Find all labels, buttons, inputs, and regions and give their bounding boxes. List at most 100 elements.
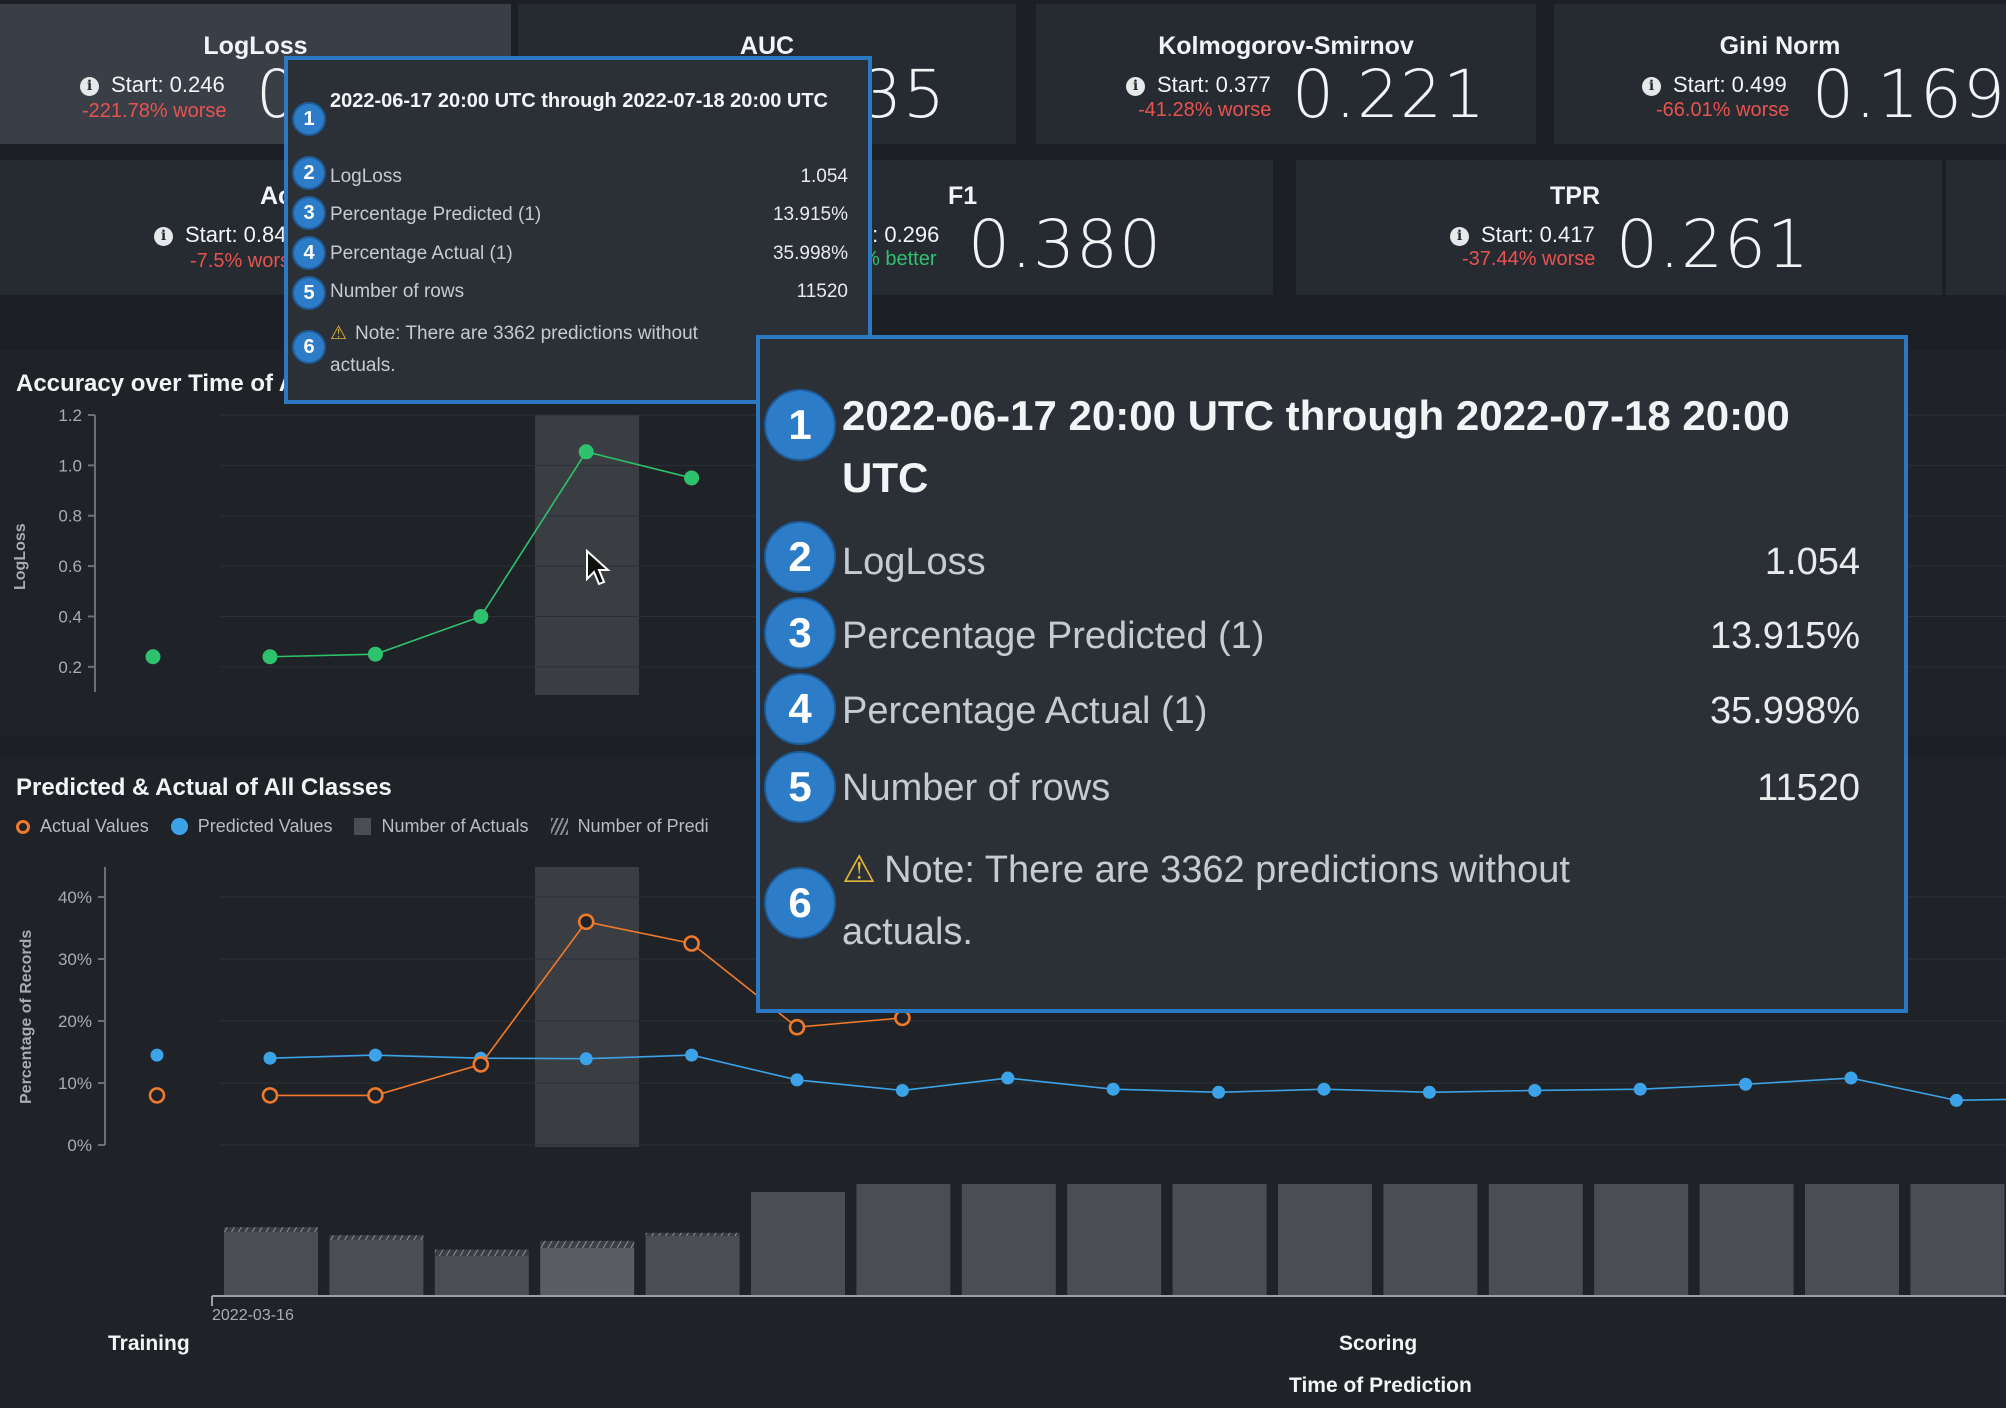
x-start-date: 2022-03-16 bbox=[212, 1307, 294, 1324]
number-actuals-bar bbox=[1910, 1184, 2005, 1296]
predicted-point bbox=[895, 1083, 909, 1097]
badge-2: 2 bbox=[292, 156, 326, 190]
predicted-point bbox=[1528, 1083, 1542, 1097]
number-actuals-bar bbox=[434, 1256, 529, 1296]
predicted-y-tick-label: 20% bbox=[58, 1012, 92, 1031]
predicted-point bbox=[1949, 1093, 1963, 1107]
number-actuals-bar bbox=[1594, 1184, 1689, 1296]
actual-point bbox=[788, 1018, 806, 1036]
metric-card-gini[interactable]: Gini Norm i Start: 0.499 -66.01% worse 0.… bbox=[1554, 4, 2006, 144]
number-actuals-bar bbox=[1805, 1184, 1899, 1296]
info-icon[interactable]: i bbox=[1642, 77, 1661, 96]
actual-point bbox=[683, 935, 700, 952]
predicted-point bbox=[1106, 1082, 1120, 1096]
predicted-point bbox=[685, 1048, 699, 1062]
actual-point bbox=[894, 1009, 911, 1027]
tooltip-zoomed-value-pct-actual: 35.998% bbox=[1709, 690, 1860, 732]
accuracy-y-tick-label: 1.0 bbox=[58, 456, 82, 475]
badge-1: 1 bbox=[292, 102, 326, 136]
tooltip-zoomed-label-pct-predicted: Percentage Predicted (1) bbox=[842, 615, 1265, 657]
predicted-y-tick-label: 30% bbox=[58, 950, 92, 969]
number-actuals-bar bbox=[329, 1240, 424, 1296]
tooltip-value-pct-actual: 35.998% bbox=[772, 243, 848, 264]
metric-value: 0.221 bbox=[1292, 56, 1486, 133]
accuracy-training-point bbox=[145, 649, 161, 665]
actual-training-point bbox=[148, 1087, 166, 1104]
metric-card-ks[interactable]: Kolmogorov-Smirnov i Start: 0.377 -41.28%… bbox=[1036, 4, 1536, 144]
mouse-cursor-icon bbox=[586, 549, 611, 586]
legend-predicted[interactable]: Predicted Values bbox=[170, 816, 332, 837]
info-icon[interactable]: i bbox=[80, 77, 99, 96]
metric-start: i Start: 0.499 bbox=[1642, 72, 1787, 98]
metric-card-partial[interactable] bbox=[1946, 160, 2006, 295]
predicted-point bbox=[1212, 1085, 1226, 1099]
number-actuals-bar bbox=[1278, 1184, 1372, 1296]
accuracy-point bbox=[367, 646, 383, 662]
actual-point bbox=[367, 1087, 384, 1104]
metric-value: 0.169 bbox=[1812, 56, 2006, 133]
metric-delta: -41.28% worse bbox=[1138, 99, 1272, 121]
legend-number-predicted[interactable]: Number of Predi bbox=[550, 816, 709, 837]
number-actuals-bar bbox=[856, 1184, 951, 1296]
predicted-point bbox=[1001, 1071, 1015, 1085]
tooltip-small: 2022-06-17 20:00 UTC through 2022-07-18 … bbox=[284, 56, 872, 404]
tooltip-zoomed-note: ⚠ Note: There are 3362 predictions withou… bbox=[842, 839, 1642, 963]
warning-icon: ⚠ bbox=[842, 849, 877, 891]
accuracy-y-tick-label: 0.8 bbox=[58, 507, 82, 526]
metric-card-tpr[interactable]: TPR i Start: 0.417 -37.44% worse 0.261 bbox=[1296, 160, 1942, 295]
number-predicted-bar bbox=[540, 1240, 635, 1248]
metric-title: AUC bbox=[739, 32, 795, 60]
info-icon[interactable]: i bbox=[1126, 77, 1145, 96]
predicted-line bbox=[269, 1054, 2006, 1102]
tooltip-zoomed-label-logloss: LogLoss bbox=[842, 541, 986, 583]
tooltip-heading: 2022-06-17 20:00 UTC through 2022-07-18 … bbox=[330, 90, 828, 112]
predicted-point bbox=[1422, 1085, 1436, 1099]
metric-start: t: 0.296 bbox=[866, 222, 940, 247]
predicted-y-tick-label: 0% bbox=[67, 1136, 92, 1155]
metric-title: LogLoss bbox=[203, 32, 308, 60]
badge-1: 1 bbox=[764, 389, 836, 461]
metric-start: i Start: 0.417 bbox=[1450, 222, 1595, 248]
metric-title: TPR bbox=[1550, 182, 1600, 210]
number-actuals-bar bbox=[1699, 1184, 1794, 1296]
accuracy-y-tick-label: 1.2 bbox=[58, 406, 82, 425]
metric-title: F1 bbox=[948, 182, 978, 210]
info-icon[interactable]: i bbox=[1450, 227, 1469, 246]
metric-value: 0.380 bbox=[968, 206, 1162, 283]
tooltip-zoomed-value-pct-predicted: 13.915% bbox=[1709, 615, 1860, 657]
number-predicted-bar bbox=[224, 1227, 318, 1232]
warning-icon: ⚠ bbox=[330, 323, 348, 344]
number-actuals-bar bbox=[961, 1184, 1056, 1296]
predicted-point bbox=[1739, 1077, 1753, 1091]
badge-4: 4 bbox=[292, 236, 326, 270]
metric-title: Kolmogorov-Smirnov bbox=[1158, 32, 1414, 60]
badge-4: 4 bbox=[764, 673, 836, 745]
predicted-point bbox=[579, 1052, 593, 1066]
predicted-y-tick-label: 10% bbox=[58, 1074, 92, 1093]
metric-delta: -37.44% worse bbox=[1462, 248, 1596, 270]
predicted-section-title: Predicted & Actual of All Classes bbox=[16, 774, 392, 801]
training-label: Training bbox=[108, 1332, 190, 1355]
badge-3: 3 bbox=[292, 196, 326, 230]
tooltip-zoomed-heading: 2022-06-17 20:00 UTC through 2022-07-18 … bbox=[842, 392, 1790, 501]
legend-actual[interactable]: Actual Values bbox=[16, 816, 149, 837]
badge-2: 2 bbox=[764, 521, 836, 593]
metric-start: i Start: 0.377 bbox=[1126, 72, 1271, 98]
number-predicted-bar bbox=[645, 1232, 740, 1236]
actual-point bbox=[261, 1087, 279, 1104]
tooltip-label-pct-predicted: Percentage Predicted (1) bbox=[330, 204, 542, 225]
predicted-y-tick-label: 40% bbox=[58, 888, 92, 907]
legend-number-actuals[interactable]: Number of Actuals bbox=[354, 816, 529, 837]
tooltip-label-logloss: LogLoss bbox=[330, 166, 402, 187]
predicted-point bbox=[263, 1051, 277, 1065]
metric-delta: -7.5% wors bbox=[190, 250, 291, 272]
tooltip-label-pct-actual: Percentage Actual (1) bbox=[330, 243, 513, 264]
metric-delta: -221.78% worse bbox=[82, 100, 227, 122]
tooltip-zoomed-value-logloss: 1.054 bbox=[1764, 541, 1860, 583]
tooltip-zoomed-label-rows: Number of rows bbox=[842, 767, 1111, 809]
number-predicted-bar bbox=[329, 1235, 424, 1240]
tooltip-value-pct-predicted: 13.915% bbox=[772, 204, 848, 225]
info-icon[interactable]: i bbox=[154, 227, 173, 246]
tooltip-value-logloss: 1.054 bbox=[800, 166, 848, 187]
